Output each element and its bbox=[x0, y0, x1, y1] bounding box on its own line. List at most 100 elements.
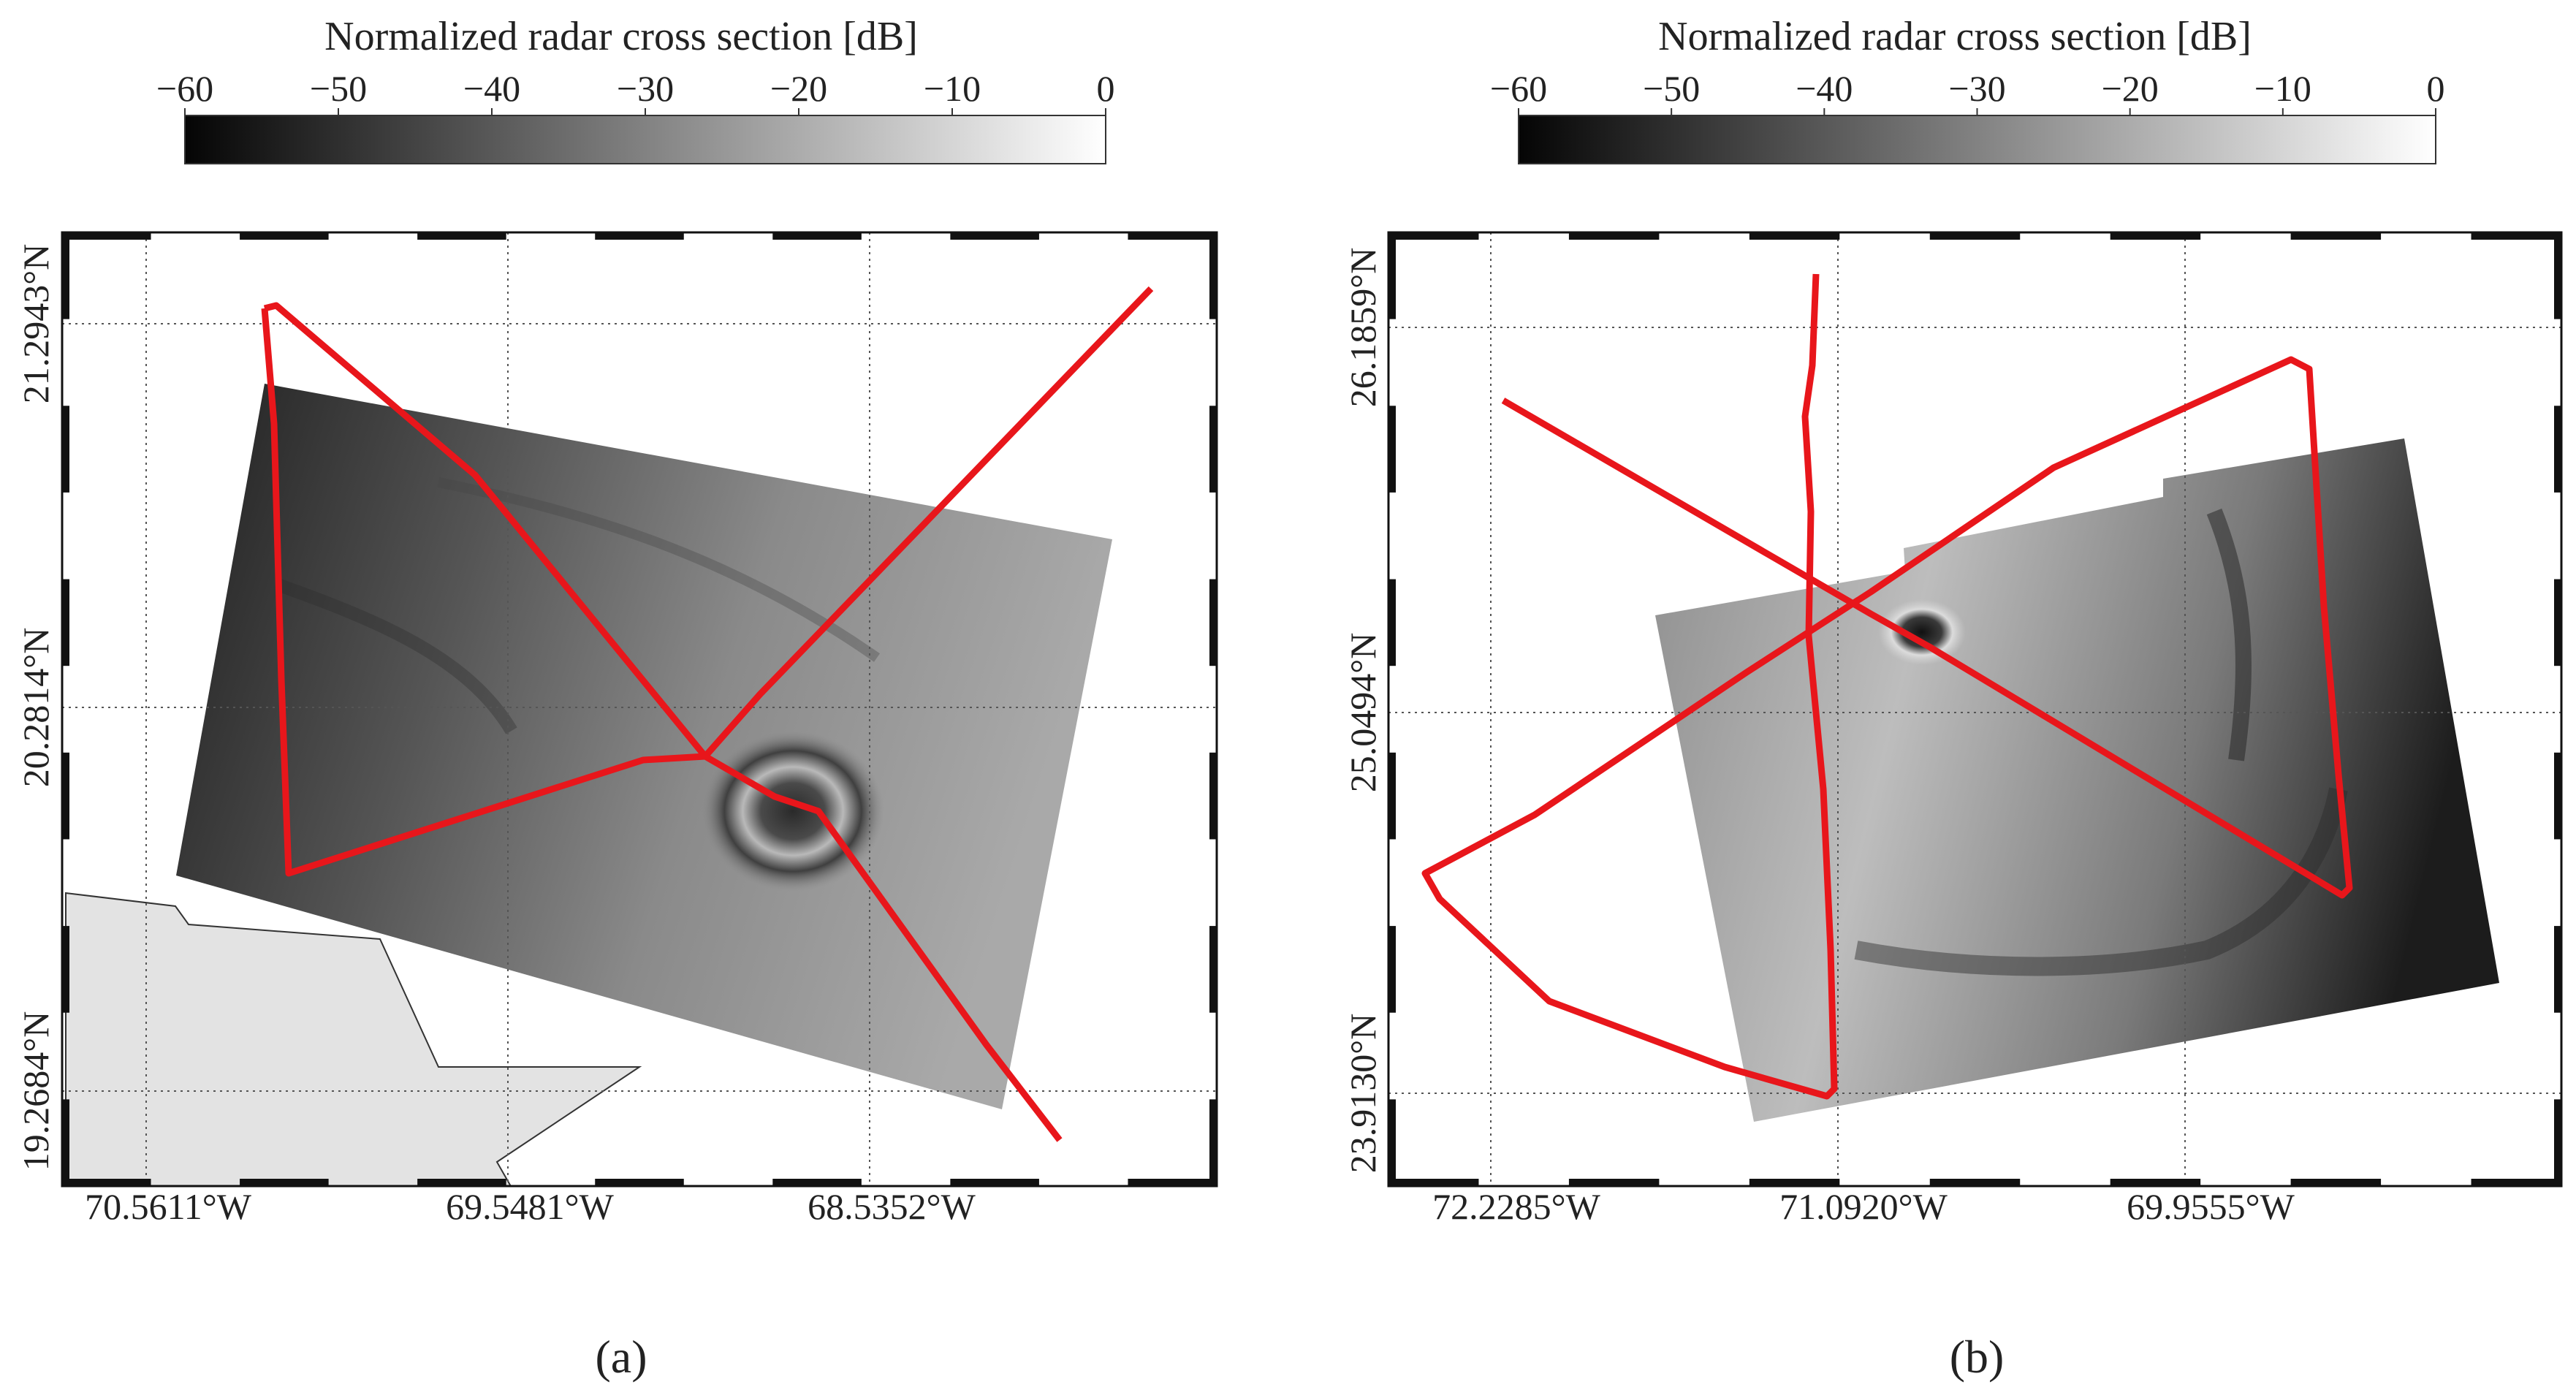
frame-tick bbox=[1209, 232, 1217, 319]
colorbar bbox=[1518, 115, 2436, 164]
colorbar-tick-label: 0 bbox=[2427, 68, 2445, 109]
frame-tick bbox=[1749, 1179, 1840, 1186]
frame-tick bbox=[2471, 232, 2561, 240]
colorbar-tick-label: 0 bbox=[1097, 68, 1115, 109]
map-frame bbox=[1387, 231, 2563, 1188]
hurricane-eye bbox=[702, 731, 884, 892]
colorbar bbox=[184, 115, 1106, 164]
frame-tick bbox=[1388, 579, 1396, 666]
colorbar-tick-label: −40 bbox=[1796, 68, 1853, 109]
colorbar-tick-label: −20 bbox=[770, 68, 827, 109]
frame-tick bbox=[2554, 752, 2561, 840]
latitude-label: 26.1859°N bbox=[1342, 248, 1383, 408]
colorbar-title: Normalized radar cross section [dB] bbox=[1658, 14, 2252, 59]
frame-tick bbox=[1209, 752, 1217, 840]
land-mass bbox=[65, 892, 642, 1186]
frame-tick bbox=[1209, 579, 1217, 666]
panel-a: Normalized radar cross section [dB] −60 −… bbox=[15, 14, 1218, 1383]
longitude-label: 71.0920°W bbox=[1779, 1186, 1948, 1227]
frame-tick bbox=[62, 406, 69, 493]
frame-tick bbox=[772, 232, 862, 240]
frame-tick bbox=[1388, 1179, 1479, 1186]
frame-tick bbox=[2471, 1179, 2561, 1186]
latitude-labels: 21.2943°N 20.2814°N 19.2684°N bbox=[15, 244, 56, 1171]
frame-tick bbox=[417, 1179, 506, 1186]
latitude-labels: 26.1859°N 25.0494°N 23.9130°N bbox=[1342, 248, 1383, 1174]
sar-image bbox=[176, 384, 1112, 1109]
longitude-labels: 72.2285°W 71.0920°W 69.9555°W bbox=[1432, 1186, 2295, 1227]
graticule bbox=[1388, 232, 2561, 1186]
colorbar-title: Normalized radar cross section [dB] bbox=[324, 14, 918, 59]
latitude-label: 25.0494°N bbox=[1342, 633, 1383, 793]
frame-tick bbox=[1209, 926, 1217, 1013]
frame-tick bbox=[62, 926, 69, 1013]
frame-tick bbox=[595, 232, 684, 240]
frame-tick bbox=[2554, 232, 2561, 319]
frame-tick bbox=[950, 232, 1039, 240]
frame-tick bbox=[62, 232, 69, 319]
frame-tick bbox=[2290, 232, 2382, 240]
frame-tick bbox=[1388, 752, 1396, 840]
flight-track bbox=[1421, 273, 2353, 1100]
latitude-label: 21.2943°N bbox=[15, 244, 56, 404]
frame-tick bbox=[2110, 232, 2201, 240]
map-frame bbox=[61, 231, 1218, 1188]
rain-band bbox=[275, 578, 517, 734]
colorbar-tick-label: −20 bbox=[2102, 68, 2159, 109]
frame-tick bbox=[950, 1179, 1039, 1186]
frame-tick bbox=[1568, 1179, 1660, 1186]
colorbar-tick-label: −40 bbox=[463, 68, 520, 109]
frame-tick bbox=[2110, 1179, 2201, 1186]
colorbar-tick-label: −50 bbox=[1643, 68, 1700, 109]
hurricane-eye bbox=[1878, 599, 1966, 665]
frame-tick bbox=[2290, 1179, 2382, 1186]
colorbar-tick-label: −60 bbox=[156, 68, 213, 109]
colorbar-tick-label: −30 bbox=[1948, 68, 2005, 109]
colorbar-tick-label: −10 bbox=[2254, 68, 2311, 109]
colorbar-tick-label: −50 bbox=[310, 68, 367, 109]
rain-band bbox=[1854, 787, 2348, 976]
frame-tick bbox=[62, 1179, 151, 1186]
frame-tick bbox=[1388, 926, 1396, 1013]
colorbar-tick-label: −60 bbox=[1490, 68, 1547, 109]
frame-tick bbox=[417, 232, 506, 240]
longitude-label: 69.9555°W bbox=[2127, 1186, 2295, 1227]
frame-tick bbox=[2554, 579, 2561, 666]
frame-tick bbox=[2554, 926, 2561, 1013]
frame-tick bbox=[240, 232, 329, 240]
longitude-label: 72.2285°W bbox=[1432, 1186, 1600, 1227]
panel-b: Normalized radar cross section [dB] −60 −… bbox=[1342, 14, 2563, 1383]
frame-tick bbox=[1568, 232, 1660, 240]
frame-tick bbox=[62, 579, 69, 666]
frame-tick bbox=[1929, 1179, 2021, 1186]
frame-tick bbox=[1929, 232, 2021, 240]
longitude-label: 70.5611°W bbox=[85, 1186, 252, 1227]
panel-label: (b) bbox=[1950, 1331, 2005, 1383]
frame-tick bbox=[1128, 232, 1217, 240]
colorbar-tick-labels: −60 −50 −40 −30 −20 −10 0 bbox=[156, 68, 1115, 115]
frame-tick bbox=[1388, 406, 1396, 493]
rain-band bbox=[437, 477, 881, 662]
frame-tick bbox=[1749, 232, 1840, 240]
frame-tick bbox=[1388, 232, 1396, 319]
frame-tick bbox=[1209, 406, 1217, 493]
panel-label: (a) bbox=[595, 1331, 647, 1383]
frame-tick bbox=[2554, 1099, 2561, 1186]
frame-tick bbox=[595, 1179, 684, 1186]
frame-tick bbox=[2554, 406, 2561, 493]
frame-tick bbox=[62, 752, 69, 840]
colorbar-tick-label: −30 bbox=[617, 68, 674, 109]
frame-tick bbox=[1209, 1099, 1217, 1186]
frame-tick bbox=[1128, 1179, 1217, 1186]
rain-band bbox=[2206, 508, 2252, 761]
latitude-label: 20.2814°N bbox=[15, 628, 56, 788]
latitude-label: 23.9130°N bbox=[1342, 1014, 1383, 1174]
frame-tick bbox=[62, 1099, 69, 1186]
frame-tick bbox=[240, 1179, 329, 1186]
frame-tick bbox=[772, 1179, 862, 1186]
longitude-label: 68.5352°W bbox=[808, 1186, 976, 1227]
frame-tick bbox=[1388, 232, 1479, 240]
longitude-labels: 70.5611°W 69.5481°W 68.5352°W bbox=[85, 1186, 976, 1227]
frame-tick bbox=[1388, 1099, 1396, 1186]
latitude-label: 19.2684°N bbox=[15, 1011, 56, 1171]
